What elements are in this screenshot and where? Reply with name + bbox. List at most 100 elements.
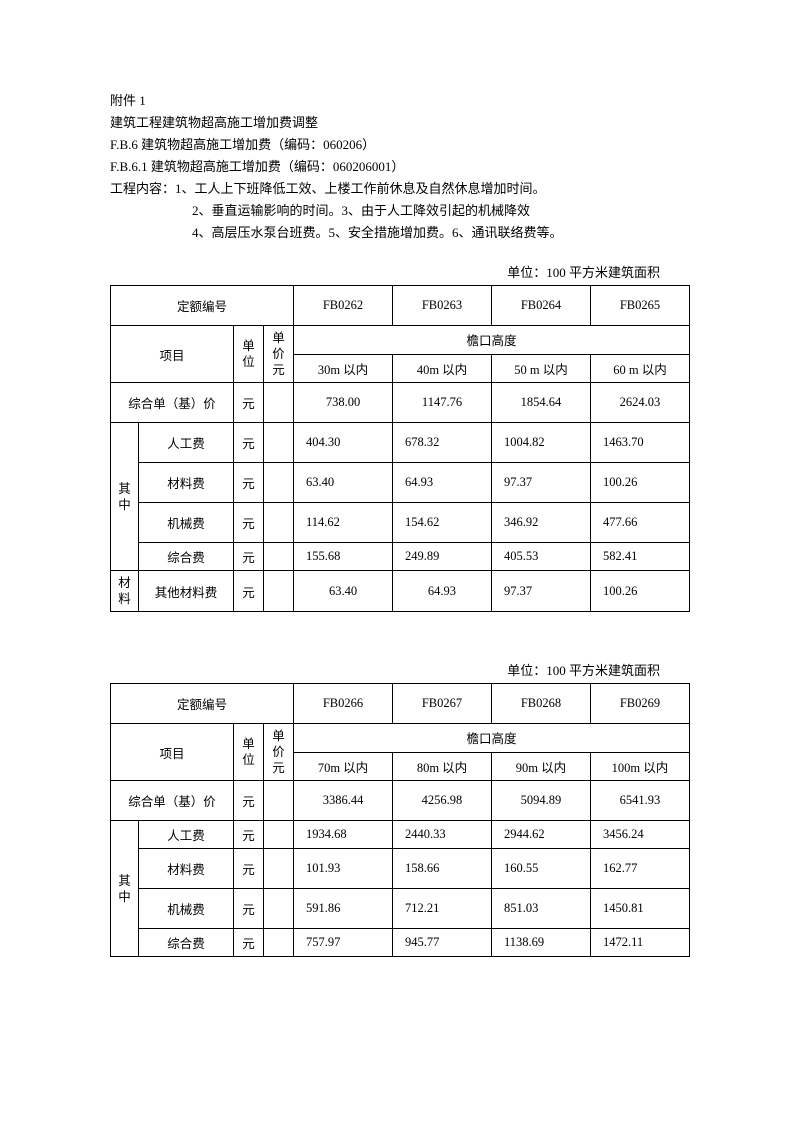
value-cell: 851.03	[491, 889, 590, 929]
empty-cell	[264, 849, 294, 889]
empty-cell	[264, 571, 294, 612]
yuan-cell: 元	[234, 423, 264, 463]
range-cell: 60 m 以内	[590, 354, 689, 383]
yuan-cell: 元	[234, 571, 264, 612]
value-cell: 346.92	[491, 503, 590, 543]
yuan-cell: 元	[234, 503, 264, 543]
value-cell: 404.30	[294, 423, 393, 463]
yuan-cell: 元	[234, 383, 264, 423]
unit-label-2: 单位：100 平方米建筑面积	[110, 660, 690, 679]
code-cell: FB0262	[294, 286, 393, 326]
content-line-1: 工程内容：1、工人上下班降低工效、上楼工作前休息及自然休息增加时间。	[110, 178, 690, 200]
value-cell: 1854.64	[491, 383, 590, 423]
table-row: 项目 单位 单价元 檐口高度	[111, 326, 690, 355]
value-cell: 2440.33	[393, 821, 492, 849]
value-cell: 162.77	[590, 849, 689, 889]
item-header: 项目	[111, 326, 234, 383]
value-cell: 3386.44	[294, 781, 393, 821]
table-row: 定额编号 FB0262 FB0263 FB0264 FB0265	[111, 286, 690, 326]
value-cell: 64.93	[393, 571, 492, 612]
comp-label: 综合费	[139, 543, 234, 571]
value-cell: 5094.89	[491, 781, 590, 821]
code-cell: FB0264	[491, 286, 590, 326]
yuan-cell: 元	[234, 929, 264, 957]
value-cell: 249.89	[393, 543, 492, 571]
value-cell: 1934.68	[294, 821, 393, 849]
section-fb6: F.B.6 建筑物超高施工增加费（编码：060206）	[110, 134, 690, 156]
value-cell: 97.37	[491, 463, 590, 503]
empty-cell	[264, 781, 294, 821]
table-row: 项目 单位 单价元 檐口高度	[111, 724, 690, 753]
code-cell: FB0269	[590, 684, 689, 724]
value-cell: 738.00	[294, 383, 393, 423]
value-cell: 945.77	[393, 929, 492, 957]
value-cell: 1450.81	[590, 889, 689, 929]
value-cell: 3456.24	[590, 821, 689, 849]
labor-label: 人工费	[139, 821, 234, 849]
empty-cell	[264, 929, 294, 957]
yuan-cell: 元	[234, 781, 264, 821]
value-cell: 2944.62	[491, 821, 590, 849]
unit-label-1: 单位：100 平方米建筑面积	[110, 262, 690, 281]
value-cell: 477.66	[590, 503, 689, 543]
code-cell: FB0263	[393, 286, 492, 326]
code-cell: FB0268	[491, 684, 590, 724]
empty-cell	[264, 383, 294, 423]
unit-header: 单位	[234, 326, 264, 383]
table-row: 定额编号 FB0266 FB0267 FB0268 FB0269	[111, 684, 690, 724]
table-row: 材料费 元 101.93 158.66 160.55 162.77	[111, 849, 690, 889]
document-header: 附件 1 建筑工程建筑物超高施工增加费调整 F.B.6 建筑物超高施工增加费（编…	[110, 90, 690, 244]
range-cell: 90m 以内	[491, 752, 590, 781]
labor-label: 人工费	[139, 423, 234, 463]
value-cell: 1463.70	[590, 423, 689, 463]
empty-cell	[264, 821, 294, 849]
code-cell: FB0265	[590, 286, 689, 326]
base-price-label: 综合单（基）价	[111, 781, 234, 821]
range-cell: 40m 以内	[393, 354, 492, 383]
range-cell: 100m 以内	[590, 752, 689, 781]
machine-label: 机械费	[139, 889, 234, 929]
value-cell: 155.68	[294, 543, 393, 571]
value-cell: 100.26	[590, 571, 689, 612]
value-cell: 114.62	[294, 503, 393, 543]
table-row: 其中 人工费 元 404.30 678.32 1004.82 1463.70	[111, 423, 690, 463]
value-cell: 4256.98	[393, 781, 492, 821]
qizhong-label: 其中	[111, 821, 139, 957]
table-row: 其中 人工费 元 1934.68 2440.33 2944.62 3456.24	[111, 821, 690, 849]
table-row: 综合单（基）价 元 3386.44 4256.98 5094.89 6541.9…	[111, 781, 690, 821]
code-cell: FB0266	[294, 684, 393, 724]
range-cell: 50 m 以内	[491, 354, 590, 383]
value-cell: 712.21	[393, 889, 492, 929]
eaves-header: 檐口高度	[294, 326, 690, 355]
quota-code-header: 定额编号	[111, 684, 294, 724]
table-row: 机械费 元 591.86 712.21 851.03 1450.81	[111, 889, 690, 929]
value-cell: 757.97	[294, 929, 393, 957]
machine-label: 机械费	[139, 503, 234, 543]
content-line-3: 4、高层压水泵台班费。5、安全措施增加费。6、通讯联络费等。	[110, 222, 690, 244]
value-cell: 101.93	[294, 849, 393, 889]
table-row: 材料 其他材料费 元 63.40 64.93 97.37 100.26	[111, 571, 690, 612]
value-cell: 160.55	[491, 849, 590, 889]
value-cell: 1138.69	[491, 929, 590, 957]
value-cell: 1004.82	[491, 423, 590, 463]
quota-code-header: 定额编号	[111, 286, 294, 326]
table-row: 综合费 元 155.68 249.89 405.53 582.41	[111, 543, 690, 571]
value-cell: 6541.93	[590, 781, 689, 821]
value-cell: 100.26	[590, 463, 689, 503]
empty-cell	[264, 463, 294, 503]
table-row: 综合费 元 757.97 945.77 1138.69 1472.11	[111, 929, 690, 957]
other-mat-label: 其他材料费	[139, 571, 234, 612]
item-header: 项目	[111, 724, 234, 781]
unit-header: 单位	[234, 724, 264, 781]
value-cell: 63.40	[294, 463, 393, 503]
value-cell: 591.86	[294, 889, 393, 929]
comp-label: 综合费	[139, 929, 234, 957]
table-row: 机械费 元 114.62 154.62 346.92 477.66	[111, 503, 690, 543]
yuan-cell: 元	[234, 821, 264, 849]
qizhong-label: 其中	[111, 423, 139, 571]
document-title: 建筑工程建筑物超高施工增加费调整	[110, 112, 690, 134]
value-cell: 97.37	[491, 571, 590, 612]
yuan-cell: 元	[234, 463, 264, 503]
empty-cell	[264, 889, 294, 929]
empty-cell	[264, 423, 294, 463]
